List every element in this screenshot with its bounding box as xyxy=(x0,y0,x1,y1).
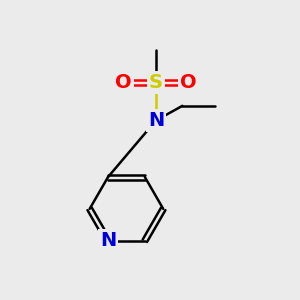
Text: N: N xyxy=(100,231,116,250)
Text: O: O xyxy=(180,73,196,92)
Text: O: O xyxy=(115,73,132,92)
Text: N: N xyxy=(148,111,164,130)
Text: S: S xyxy=(149,73,163,92)
